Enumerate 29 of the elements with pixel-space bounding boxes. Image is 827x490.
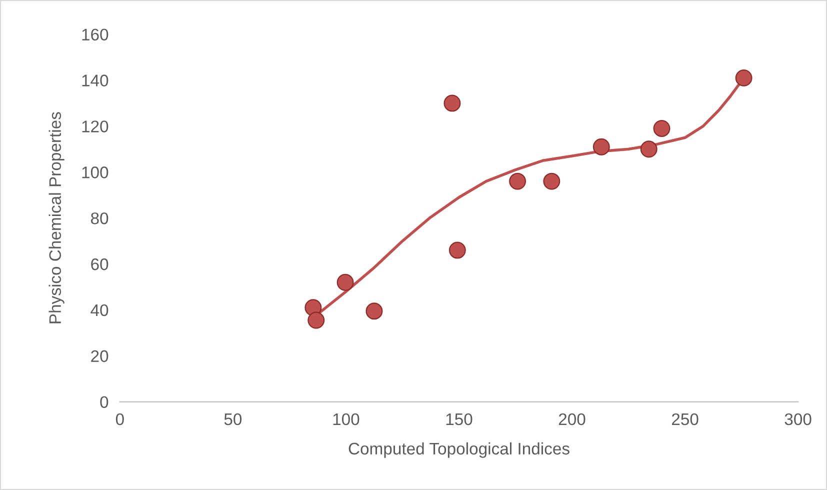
point [735,69,752,86]
point [366,302,383,320]
y-tick-label: 0 [100,396,108,408]
y-tick-label: 160 [82,28,108,41]
y-tick-label: 40 [90,304,108,316]
y-axis-title: Physico Chemical Properties [48,112,64,324]
point [336,274,354,291]
point [653,120,670,137]
x-tick-label: 50 [224,413,242,426]
point [640,140,658,158]
y-tick-label: 80 [90,212,108,224]
y-tick-label: 140 [82,74,108,86]
x-axis-title: Computed Topological Indices [348,442,570,458]
y-tick-label: 100 [82,166,108,178]
point [509,172,526,190]
point [444,94,461,112]
point [543,172,560,190]
y-tick-label: 60 [91,258,108,270]
point [308,312,325,329]
x-tick-label: 0 [116,413,124,426]
point [448,242,466,259]
x-tick-label: 100 [333,413,360,426]
point [592,138,610,156]
y-tick-label: 120 [82,120,108,132]
x-tick-label: 200 [558,413,586,426]
x-tick-label: 250 [672,413,698,426]
x-tick-label: 300 [784,413,812,426]
x-tick-label: 150 [446,413,472,426]
y-tick-label: 20 [91,350,108,362]
